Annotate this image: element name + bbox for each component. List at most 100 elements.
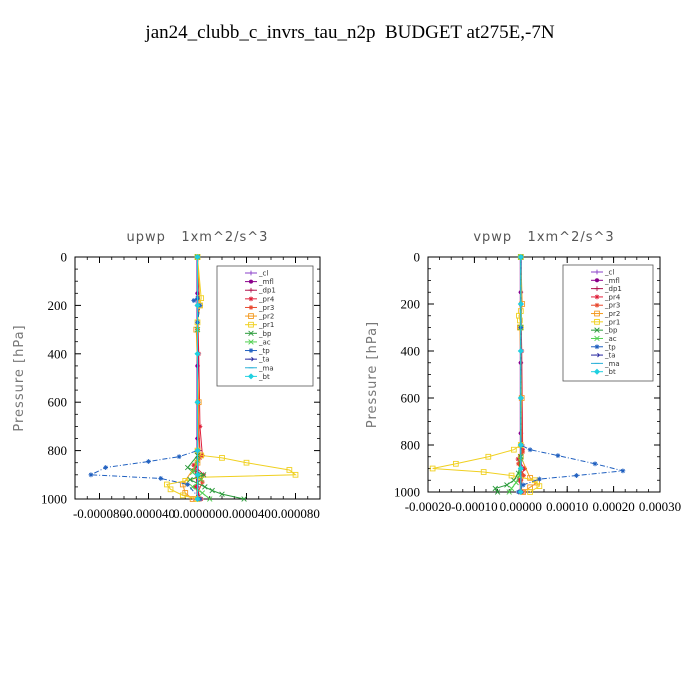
legend-label: _tp — [258, 347, 270, 355]
legend-label: _mfl — [258, 278, 274, 286]
data-point — [243, 459, 250, 466]
legend-label: _dp1 — [604, 285, 622, 293]
x-tick-label: 0.000000 — [173, 506, 222, 521]
data-point — [176, 454, 182, 460]
data-point — [452, 460, 459, 467]
legend-marker — [594, 302, 600, 308]
data-point — [167, 486, 174, 493]
panel-1: upwp 1xm^2/s^3 Pressure [hPa] 0 200 400 600 80… — [12, 230, 321, 521]
legend-label: _bp — [604, 327, 618, 335]
y-tick-label: 200 — [48, 298, 68, 313]
y-tick-label: 400 — [401, 344, 421, 359]
series-pr4 — [191, 254, 207, 502]
data-point — [202, 484, 208, 490]
data-point — [198, 476, 204, 483]
data-point — [536, 476, 542, 482]
y-axis-label: Pressure [hPa] — [365, 321, 380, 428]
legend-marker — [594, 286, 600, 292]
data-point — [516, 461, 521, 467]
legend-marker — [248, 305, 254, 310]
y-tick-label: 1000 — [41, 492, 67, 507]
data-point — [146, 459, 151, 464]
x-tick-label: -0.000080 — [73, 506, 126, 521]
legend-marker — [248, 296, 254, 302]
data-point — [193, 326, 200, 333]
legend-marker — [248, 279, 254, 284]
legend-marker — [593, 368, 601, 375]
data-point — [198, 452, 205, 459]
legend-marker — [247, 373, 255, 380]
data-point — [103, 465, 109, 470]
legend-box — [562, 264, 654, 382]
y-tick-label: 1000 — [394, 485, 420, 500]
legend-marker — [248, 313, 254, 319]
data-point — [480, 469, 487, 475]
data-point — [241, 496, 247, 502]
legend-marker — [248, 348, 254, 353]
y-tick-label: 600 — [401, 391, 421, 406]
data-point — [292, 471, 299, 478]
data-point — [527, 447, 533, 453]
legend-marker — [594, 310, 600, 317]
y-tick-label: 0 — [414, 250, 421, 265]
data-point — [286, 467, 293, 473]
data-point — [194, 302, 201, 309]
panel-2: vpwp 1xm^2/s^3 Pressure [hPa] 0 200 400 600 80… — [365, 230, 681, 514]
data-point — [517, 347, 524, 355]
data-point — [517, 300, 524, 308]
series-bt — [517, 253, 524, 496]
legend-marker — [594, 278, 600, 283]
x-tick-label: 0.000080 — [271, 506, 320, 521]
data-point — [485, 453, 492, 460]
data-point — [527, 489, 533, 495]
data-point — [555, 453, 561, 458]
x-tick-label: -0.000040 — [122, 506, 175, 521]
data-point — [164, 481, 170, 488]
series-tp — [88, 254, 203, 502]
series-line — [88, 257, 201, 500]
legend-label: _pr2 — [604, 310, 620, 318]
data-point — [158, 476, 164, 481]
legend-label: _bt — [604, 368, 616, 376]
data-point — [513, 479, 519, 486]
legend-label: _ac — [258, 338, 271, 346]
legend-marker — [594, 318, 600, 325]
x-tick-label: -0.00020 — [405, 499, 452, 514]
y-tick-label: 0 — [61, 250, 68, 265]
data-point — [494, 489, 501, 495]
data-point — [194, 399, 201, 406]
data-point — [197, 424, 203, 429]
legend-label: _pr2 — [258, 313, 274, 321]
series-line — [494, 257, 522, 493]
data-point — [510, 446, 517, 453]
y-tick-label: 600 — [48, 395, 68, 410]
legend-label: _ta — [258, 356, 270, 364]
data-point — [194, 471, 201, 478]
legend-label: _ta — [604, 352, 616, 360]
data-point — [504, 482, 510, 488]
data-point — [516, 477, 522, 483]
data-point — [200, 479, 205, 485]
legend-label: _cl — [258, 270, 268, 278]
data-point — [194, 350, 201, 357]
legend-label: _pr3 — [604, 302, 620, 310]
data-point — [194, 447, 201, 454]
legend: _cl_mfl_dp1_pr4_pr3_pr2_pr1_bp_ac_tp_ta_… — [562, 264, 654, 382]
y-tick-label: 200 — [401, 297, 421, 312]
data-point — [520, 482, 526, 488]
legend-marker — [248, 330, 254, 337]
data-point — [184, 464, 191, 471]
data-point — [189, 469, 196, 476]
legend-label: _pr1 — [604, 318, 620, 326]
data-point — [506, 489, 512, 495]
legend-label: _pr4 — [604, 293, 621, 301]
data-point — [187, 476, 193, 483]
legend-marker — [594, 327, 600, 333]
data-point — [592, 461, 598, 467]
legend-marker — [248, 321, 254, 328]
panel-title: vpwp 1xm^2/s^3 — [473, 230, 614, 245]
legend-label: _bp — [258, 330, 272, 338]
data-point — [517, 488, 524, 496]
legend-label: _dp1 — [258, 287, 276, 295]
